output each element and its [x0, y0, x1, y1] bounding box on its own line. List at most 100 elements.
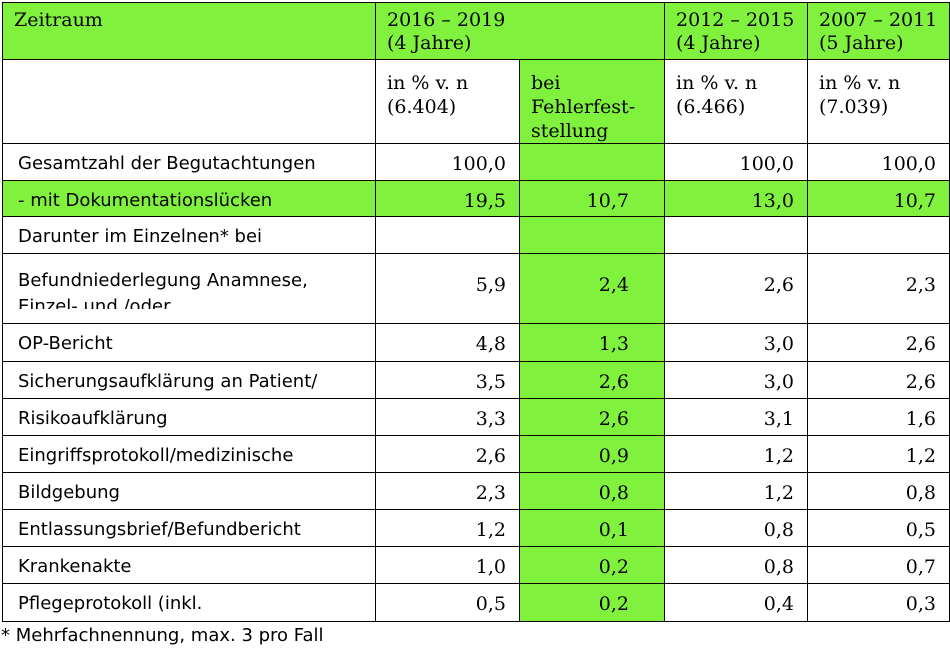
value-cell: 10,7 [807, 180, 950, 217]
row-label: Entlassungsbrief/Befundbericht [2, 509, 376, 547]
row-label: OP-Bericht [2, 323, 376, 362]
value-cell: 1,2 [664, 472, 809, 510]
period-years: 2016 – 2019 [387, 9, 506, 31]
subheader-text: in % v. n [387, 72, 469, 94]
table-row: Krankenakte 1,0 0,2 0,8 0,7 [2, 546, 950, 584]
table-row: Darunter im Einzelnen* bei [2, 216, 950, 254]
header-label: Zeitraum [14, 9, 103, 31]
period-2016-2019-header: 2016 – 2019 (4 Jahre) [374, 2, 666, 60]
value-cell: 1,0 [375, 546, 520, 584]
value-cell: 2,3 [807, 253, 950, 324]
value-cell: 1,2 [807, 435, 950, 473]
statistics-table: Zeitraum 2016 – 2019 (4 Jahre) 2012 – 201… [2, 2, 950, 622]
row-label: Bildgebung [2, 472, 376, 510]
value-cell: 0,3 [807, 583, 950, 622]
value-cell: 0,7 [807, 546, 950, 584]
subheader-percent-cell: in % v. n (7.039) [807, 59, 950, 144]
value-cell: 2,6 [375, 435, 520, 473]
value-cell: 0,4 [664, 583, 809, 622]
subheader-count: (7.039) [819, 96, 889, 118]
value-cell: 0,2 [518, 546, 666, 584]
table-row: Entlassungsbrief/Befundbericht 1,2 0,1 0… [2, 509, 950, 547]
value-cell: 0,8 [664, 509, 809, 547]
value-cell: 2,6 [807, 361, 950, 399]
value-cell: 0,9 [518, 435, 666, 473]
value-cell: 2,3 [375, 472, 520, 510]
period-2007-2011-header: 2007 – 2011 (5 Jahre) [807, 2, 950, 60]
subheader-percent-cell: in % v. n (6.466) [664, 59, 809, 144]
value-cell: 0,8 [518, 472, 666, 510]
period-duration: (5 Jahre) [819, 32, 904, 54]
value-cell: 19,5 [375, 180, 520, 217]
value-cell: 3,0 [664, 323, 809, 362]
row-label: Risikoaufklärung [2, 398, 376, 436]
subheader-text: Fehlerfest- [531, 96, 636, 118]
table-row-highlighted: - mit Dokumentationslücken 19,5 10,7 13,… [2, 180, 950, 217]
value-cell: 100,0 [375, 143, 520, 181]
value-cell: 0,1 [518, 509, 666, 547]
value-cell [375, 216, 520, 254]
value-cell: 13,0 [664, 180, 809, 217]
row-label-line: Befundniederlegung Anamnese, [18, 270, 308, 291]
value-cell [518, 216, 666, 254]
row-label: Sicherungsaufklärung an Patient/ [2, 361, 376, 399]
value-cell: 2,6 [518, 398, 666, 436]
value-cell: 1,2 [375, 509, 520, 547]
value-cell [664, 216, 809, 254]
value-cell: 2,6 [807, 323, 950, 362]
table-row: Bildgebung 2,3 0,8 1,2 0,8 [2, 472, 950, 510]
period-years: 2007 – 2011 [819, 9, 938, 31]
value-cell: 0,2 [518, 583, 666, 622]
period-2012-2015-header: 2012 – 2015 (4 Jahre) [664, 2, 809, 60]
subheader-empty-cell [2, 59, 376, 144]
value-cell: 2,6 [664, 253, 809, 324]
row-label: Eingriffsprotokoll/medizinische [2, 435, 376, 473]
value-cell: 5,9 [375, 253, 520, 324]
header-row: Zeitraum 2016 – 2019 (4 Jahre) 2012 – 201… [2, 2, 950, 60]
value-cell: 0,5 [375, 583, 520, 622]
value-cell: 1,3 [518, 323, 666, 362]
table-row: Pflegeprotokoll (inkl. 0,5 0,2 0,4 0,3 [2, 583, 950, 622]
row-label: Gesamtzahl der Begutachtungen [2, 143, 376, 181]
subheader-text: in % v. n [676, 72, 758, 94]
value-cell: 0,5 [807, 509, 950, 547]
row-label: - mit Dokumentationslücken [2, 180, 376, 217]
table-row: OP-Bericht 4,8 1,3 3,0 2,6 [2, 323, 950, 362]
subheader-count: (6.404) [387, 96, 457, 118]
value-cell: 3,1 [664, 398, 809, 436]
subheader-row: in % v. n (6.404) bei Fehlerfest-stellung … [2, 59, 950, 144]
footnote: * Mehrfachnennung, max. 3 pro Fall [1, 625, 324, 646]
value-cell: 100,0 [664, 143, 809, 181]
value-cell: 3,5 [375, 361, 520, 399]
value-cell: 1,6 [807, 398, 950, 436]
subheader-text: bei [531, 72, 561, 94]
row-label: Darunter im Einzelnen* bei [2, 216, 376, 254]
value-cell: 4,8 [375, 323, 520, 362]
table-row: Eingriffsprotokoll/medizinische 2,6 0,9 … [2, 435, 950, 473]
value-cell: 0,8 [807, 472, 950, 510]
value-cell: 100,0 [807, 143, 950, 181]
period-duration: (4 Jahre) [676, 32, 761, 54]
header-label-cell: Zeitraum [2, 2, 376, 60]
row-label-line: Einzel- und /oder [18, 296, 171, 309]
value-cell: 10,7 [518, 180, 666, 217]
subheader-percent-cell: in % v. n (6.404) [375, 59, 520, 144]
subheader-text: in % v. n [819, 72, 901, 94]
value-cell [807, 216, 950, 254]
value-cell: 3,0 [664, 361, 809, 399]
subheader-count: (6.466) [676, 96, 746, 118]
period-duration: (4 Jahre) [387, 32, 472, 54]
value-cell: 1,2 [664, 435, 809, 473]
subheader-text: stellung [531, 120, 609, 142]
table-row: Befundniederlegung Anamnese, Einzel- und … [2, 253, 950, 324]
value-cell: 0,8 [664, 546, 809, 584]
row-label: Befundniederlegung Anamnese, Einzel- und … [2, 253, 376, 324]
value-cell: 3,3 [375, 398, 520, 436]
row-label: Krankenakte [2, 546, 376, 584]
value-cell: 2,6 [518, 361, 666, 399]
table-row: Sicherungsaufklärung an Patient/ 3,5 2,6… [2, 361, 950, 399]
value-cell [518, 143, 666, 181]
table-row: Gesamtzahl der Begutachtungen 100,0 100,… [2, 143, 950, 181]
subheader-error-cell: bei Fehlerfest-stellung [518, 59, 666, 144]
value-cell: 2,4 [518, 253, 666, 324]
